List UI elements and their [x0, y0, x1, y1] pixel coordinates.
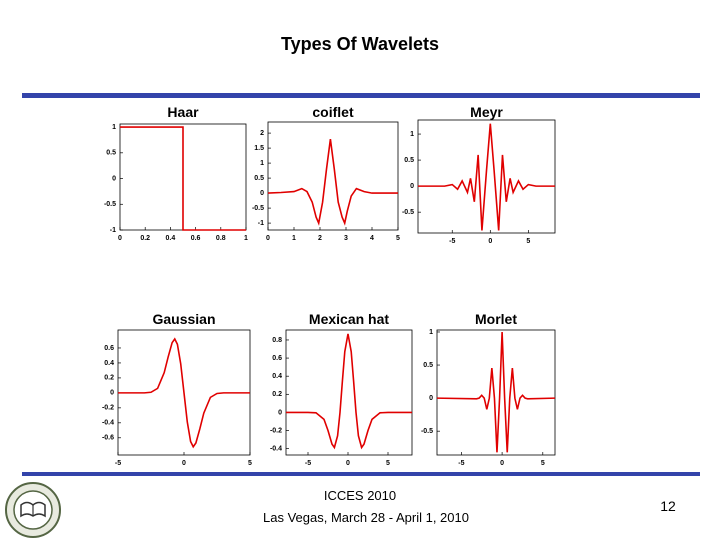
wavelet-curve: [267, 138, 398, 226]
y-tick-label: 0: [429, 395, 433, 402]
plot-title: Morlet: [475, 311, 517, 327]
y-tick-label: 0.5: [404, 157, 414, 164]
y-tick-label: 0.4: [272, 373, 282, 380]
y-tick-label: 1: [260, 160, 264, 167]
x-tick-label: 0.2: [140, 235, 150, 242]
y-tick-label: 1.5: [254, 145, 264, 152]
wavelet-curve: [118, 337, 250, 449]
x-tick-label: 5: [541, 460, 545, 467]
plot-title: coiflet: [312, 104, 354, 120]
y-tick-label: 0: [110, 390, 114, 397]
y-tick-label: 0.6: [104, 345, 114, 352]
logo: [5, 482, 61, 538]
y-tick-label: -0.4: [102, 420, 114, 427]
x-tick-label: 0.8: [216, 235, 226, 242]
y-tick-label: 1: [429, 329, 433, 336]
y-tick-label: 0: [260, 190, 264, 197]
plot-title: Haar: [167, 104, 199, 120]
top-rule: [22, 93, 700, 98]
y-tick-label: 0.6: [272, 355, 282, 362]
x-tick-label: 1: [292, 235, 296, 242]
wavelet-curve: [418, 123, 555, 231]
plot-title: Gaussian: [152, 311, 215, 327]
y-tick-label: 0.5: [106, 150, 116, 157]
plot-title: Meyr: [470, 104, 503, 120]
x-tick-label: 0: [488, 238, 492, 245]
y-tick-label: -1: [110, 227, 116, 234]
y-tick-label: 0: [410, 183, 414, 190]
slide-title: Types Of Wavelets: [281, 34, 439, 54]
y-tick-label: -1: [258, 220, 264, 227]
x-tick-label: 0.4: [166, 235, 176, 242]
x-tick-label: 0: [118, 235, 122, 242]
y-tick-label: 0.2: [104, 375, 114, 382]
x-tick-label: 5: [386, 460, 390, 467]
x-tick-label: 0: [346, 460, 350, 467]
page-number: 12: [660, 498, 676, 514]
y-tick-label: -0.5: [252, 205, 264, 212]
x-tick-label: 5: [526, 238, 530, 245]
x-tick-label: 0: [500, 460, 504, 467]
x-tick-label: 5: [248, 460, 252, 467]
x-tick-label: 5: [396, 235, 400, 242]
y-tick-label: 0.8: [272, 337, 282, 344]
y-tick-label: 0: [278, 409, 282, 416]
x-tick-label: 3: [344, 235, 348, 242]
y-tick-label: -0.5: [104, 201, 116, 208]
plot-frame: [285, 329, 413, 456]
wavelet-curve: [120, 126, 246, 231]
wavelet-curve: [436, 331, 556, 453]
x-tick-label: -5: [458, 460, 464, 467]
x-tick-label: -5: [305, 460, 311, 467]
plot-frame: [267, 121, 399, 231]
y-tick-label: 0.2: [272, 391, 282, 398]
x-tick-label: 0.6: [191, 235, 201, 242]
footer-event: ICCES 2010: [324, 488, 396, 503]
footer-dates: Las Vegas, March 28 - April 1, 2010: [263, 510, 469, 525]
y-tick-label: 0.5: [423, 362, 433, 369]
x-tick-label: 1: [244, 235, 248, 242]
y-tick-label: 1: [410, 131, 414, 138]
x-tick-label: 4: [370, 235, 374, 242]
y-tick-label: -0.6: [102, 435, 114, 442]
y-tick-label: 0: [112, 175, 116, 182]
wavelet-curve: [286, 333, 412, 450]
y-tick-label: 0.4: [104, 360, 114, 367]
x-tick-label: 2: [318, 235, 322, 242]
x-tick-label: -5: [115, 460, 121, 467]
y-tick-label: -0.5: [421, 428, 433, 435]
x-tick-label: 0: [266, 235, 270, 242]
y-tick-label: -0.4: [270, 446, 282, 453]
y-tick-label: 0.5: [254, 175, 264, 182]
plot-title: Mexican hat: [309, 311, 389, 327]
y-tick-label: -0.2: [270, 427, 282, 434]
y-tick-label: 1: [112, 124, 116, 131]
y-tick-label: -0.5: [402, 209, 414, 216]
x-tick-label: 0: [182, 460, 186, 467]
x-tick-label: -5: [449, 238, 455, 245]
y-tick-label: 2: [260, 130, 264, 137]
y-tick-label: -0.2: [102, 405, 114, 412]
bottom-rule: [22, 472, 700, 476]
